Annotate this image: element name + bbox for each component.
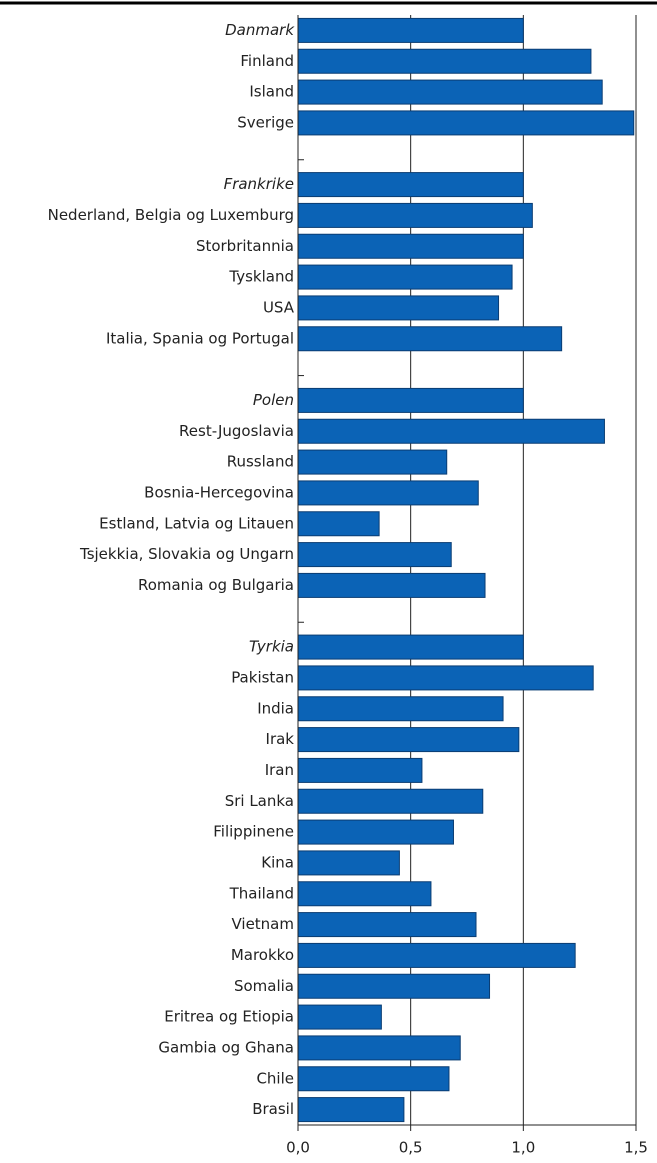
y-tick-label: Vietnam [231, 915, 294, 933]
y-tick-label: Romania og Bulgaria [138, 576, 294, 594]
y-tick-label: Tyskland [228, 268, 294, 286]
bar [297, 233, 524, 259]
y-tick-label: Tsjekkia, Slovakia og Ungarn [79, 545, 294, 563]
bar [297, 172, 524, 198]
bar [297, 264, 513, 290]
y-tick-label: Frankrike [224, 175, 294, 193]
y-tick-label: Sri Lanka [225, 792, 294, 810]
bar [297, 387, 524, 413]
y-tick-label: Sverige [237, 113, 294, 131]
x-tick-label: 1,5 [624, 1139, 648, 1157]
bar [297, 202, 533, 228]
bar [297, 1097, 405, 1123]
y-tick-label: Finland [240, 52, 294, 70]
y-tick-label: Tyrkia [249, 638, 294, 656]
y-tick-label: USA [263, 298, 295, 316]
y-tick-label: Kina [261, 853, 294, 871]
y-tick-label: Polen [253, 391, 294, 409]
bar [297, 788, 484, 814]
bar [297, 17, 524, 43]
bar [297, 1035, 461, 1061]
bar [297, 79, 603, 105]
bar [297, 48, 592, 74]
y-tick-label: Estland, Latvia og Litauen [99, 514, 294, 532]
y-tick-label: Storbritannia [196, 237, 294, 255]
bar [297, 1066, 450, 1092]
bar [297, 850, 400, 876]
bar [297, 480, 479, 506]
y-tick-label: Iran [265, 761, 294, 779]
y-tick-label: Island [249, 83, 294, 101]
y-tick-label: Gambia og Ghana [158, 1038, 294, 1056]
x-tick-label: 0,0 [286, 1139, 310, 1157]
bar [297, 449, 448, 475]
y-tick-label: Danmark [225, 21, 295, 39]
y-tick-label: Brasil [252, 1100, 294, 1118]
bar [297, 696, 504, 722]
y-tick-label: Nederland, Belgia og Luxemburg [48, 206, 294, 224]
bar [297, 295, 500, 321]
bar [297, 973, 491, 999]
bar [297, 572, 486, 598]
bar [297, 757, 423, 783]
x-tick-label: 1,0 [511, 1139, 535, 1157]
y-tick-label: Bosnia-Hercegovina [144, 483, 294, 501]
bar [297, 819, 454, 845]
y-tick-label: Irak [266, 730, 295, 748]
y-tick-label: Pakistan [231, 668, 294, 686]
y-tick-label: Marokko [231, 946, 294, 964]
bar [297, 418, 605, 444]
y-tick-label: Eritrea og Etiopia [164, 1008, 294, 1026]
y-tick-label: Italia, Spania og Portugal [106, 329, 294, 347]
bar [297, 110, 635, 136]
bar [297, 542, 452, 568]
y-tick-label: Filippinene [213, 823, 294, 841]
bar [297, 942, 576, 968]
y-tick-label: Thailand [229, 884, 294, 902]
bar [297, 511, 380, 537]
bar [297, 1004, 382, 1030]
y-tick-label: Russland [227, 453, 294, 471]
bar [297, 912, 477, 938]
bar [297, 881, 432, 907]
bar [297, 665, 594, 691]
y-tick-label: India [257, 699, 294, 717]
y-tick-label: Somalia [234, 977, 294, 995]
x-tick-label: 0,5 [399, 1139, 423, 1157]
y-tick-label: Chile [256, 1069, 294, 1087]
bar [297, 634, 524, 660]
y-tick-label: Rest-Jugoslavia [179, 422, 294, 440]
bar [297, 727, 520, 753]
bar [297, 326, 563, 352]
